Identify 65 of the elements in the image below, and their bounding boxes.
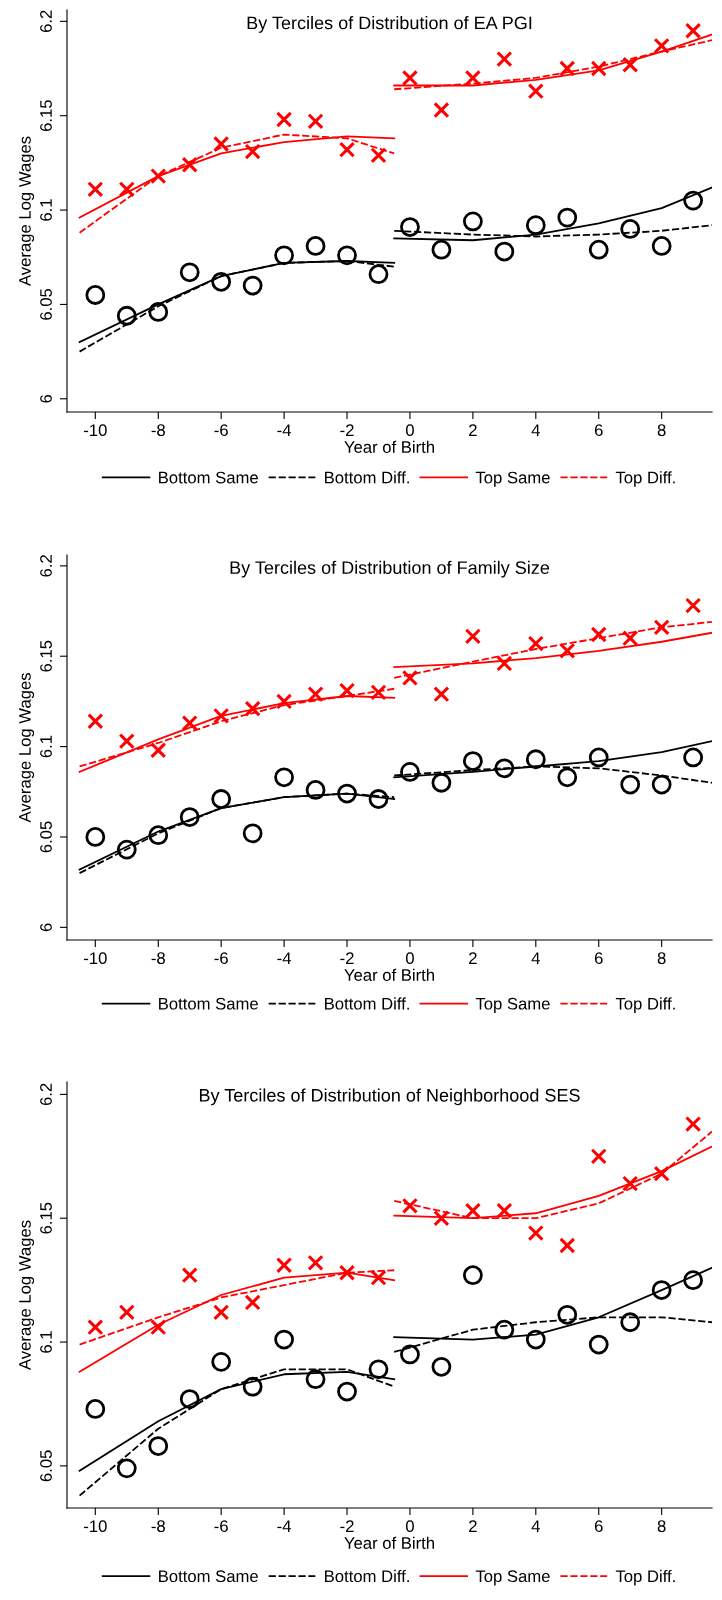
y-axis-title: Average Log Wages — [19, 673, 35, 823]
x-tick-label: 6 — [594, 1520, 603, 1533]
y-tick-label: 6.05 — [40, 288, 52, 320]
y-tick-label: 6.1 — [40, 735, 52, 758]
x-tick-label: 8 — [657, 952, 666, 965]
y-tick-label: 6.15 — [40, 100, 52, 132]
x-tick-label: 2 — [469, 424, 477, 436]
legend-label: Bottom Same — [159, 1570, 258, 1583]
legend-label: Top Diff. — [615, 997, 675, 1013]
x-tick-label: -10 — [84, 1520, 107, 1533]
y-tick-label: 6 — [40, 923, 52, 932]
x-tick-label: 4 — [531, 1520, 540, 1532]
y-tick-label: 6.2 — [40, 10, 52, 33]
x-tick-label: -8 — [151, 424, 165, 437]
y-tick-label: 6.15 — [40, 1202, 52, 1234]
x-tick-label: 4 — [531, 952, 540, 964]
x-tick-label: -10 — [84, 952, 107, 965]
x-tick-label: -6 — [214, 952, 228, 965]
legend-label: Top Diff. — [615, 471, 675, 487]
x-tick-label: -4 — [277, 424, 292, 436]
x-tick-label: -2 — [340, 424, 354, 436]
x-tick-label: 0 — [405, 1520, 414, 1533]
x-tick-label: -10 — [84, 424, 107, 437]
y-tick-label: 6.05 — [40, 1450, 52, 1482]
x-tick-label: -2 — [340, 952, 354, 964]
y-tick-label: 6.15 — [40, 640, 52, 672]
y-tick-label: 6.2 — [40, 555, 52, 577]
x-tick-label: 6 — [594, 424, 603, 437]
x-tick-label: -6 — [214, 424, 228, 437]
x-tick-label: -4 — [277, 1520, 292, 1532]
x-tick-label: 2 — [469, 952, 477, 964]
legend-label: Bottom Same — [159, 997, 258, 1010]
legend-label: Top Diff. — [615, 1569, 675, 1586]
legend-label: Bottom Same — [159, 471, 258, 484]
x-tick-label: 8 — [657, 1520, 666, 1533]
chart-title: By Terciles of Distribution of Family Size — [230, 560, 550, 578]
x-tick-label: 4 — [531, 424, 540, 436]
x-tick-label: 6 — [594, 952, 603, 965]
x-axis-title: Year of Birth — [344, 968, 434, 981]
x-tick-label: -2 — [340, 1520, 354, 1532]
x-axis-title: Year of Birth — [344, 440, 434, 453]
y-tick-label: 6 — [40, 394, 52, 403]
y-tick-label: 6.1 — [40, 199, 52, 221]
y-axis-title: Average Log Wages — [19, 136, 35, 287]
x-tick-label: -4 — [277, 952, 292, 964]
x-tick-label: -6 — [214, 1520, 228, 1533]
x-tick-label: 2 — [469, 1520, 477, 1532]
legend-label: Bottom Diff. — [325, 1569, 409, 1583]
legend-label: Top Same — [475, 997, 550, 1013]
y-axis-title: Average Log Wages — [19, 1220, 35, 1371]
x-tick-label: 8 — [657, 424, 666, 437]
chart-title: By Terciles of Distribution of EA PGI — [247, 16, 532, 33]
legend-label: Bottom Diff. — [325, 471, 409, 484]
y-tick-label: 6.05 — [40, 821, 52, 853]
legend-label: Top Same — [475, 471, 550, 487]
legend-label: Bottom Diff. — [325, 997, 409, 1010]
y-tick-label: 6.2 — [40, 1083, 52, 1106]
x-tick-label: -8 — [151, 1520, 165, 1533]
y-tick-label: 6.1 — [40, 1331, 52, 1353]
x-tick-label: 0 — [405, 424, 414, 437]
chart-title: By Terciles of Distribution of Neighborhood SES — [199, 1088, 580, 1106]
x-tick-label: -8 — [151, 952, 165, 965]
x-axis-title: Year of Birth — [344, 1536, 434, 1549]
x-tick-label: 0 — [405, 952, 414, 965]
legend-label: Top Same — [475, 1570, 550, 1586]
